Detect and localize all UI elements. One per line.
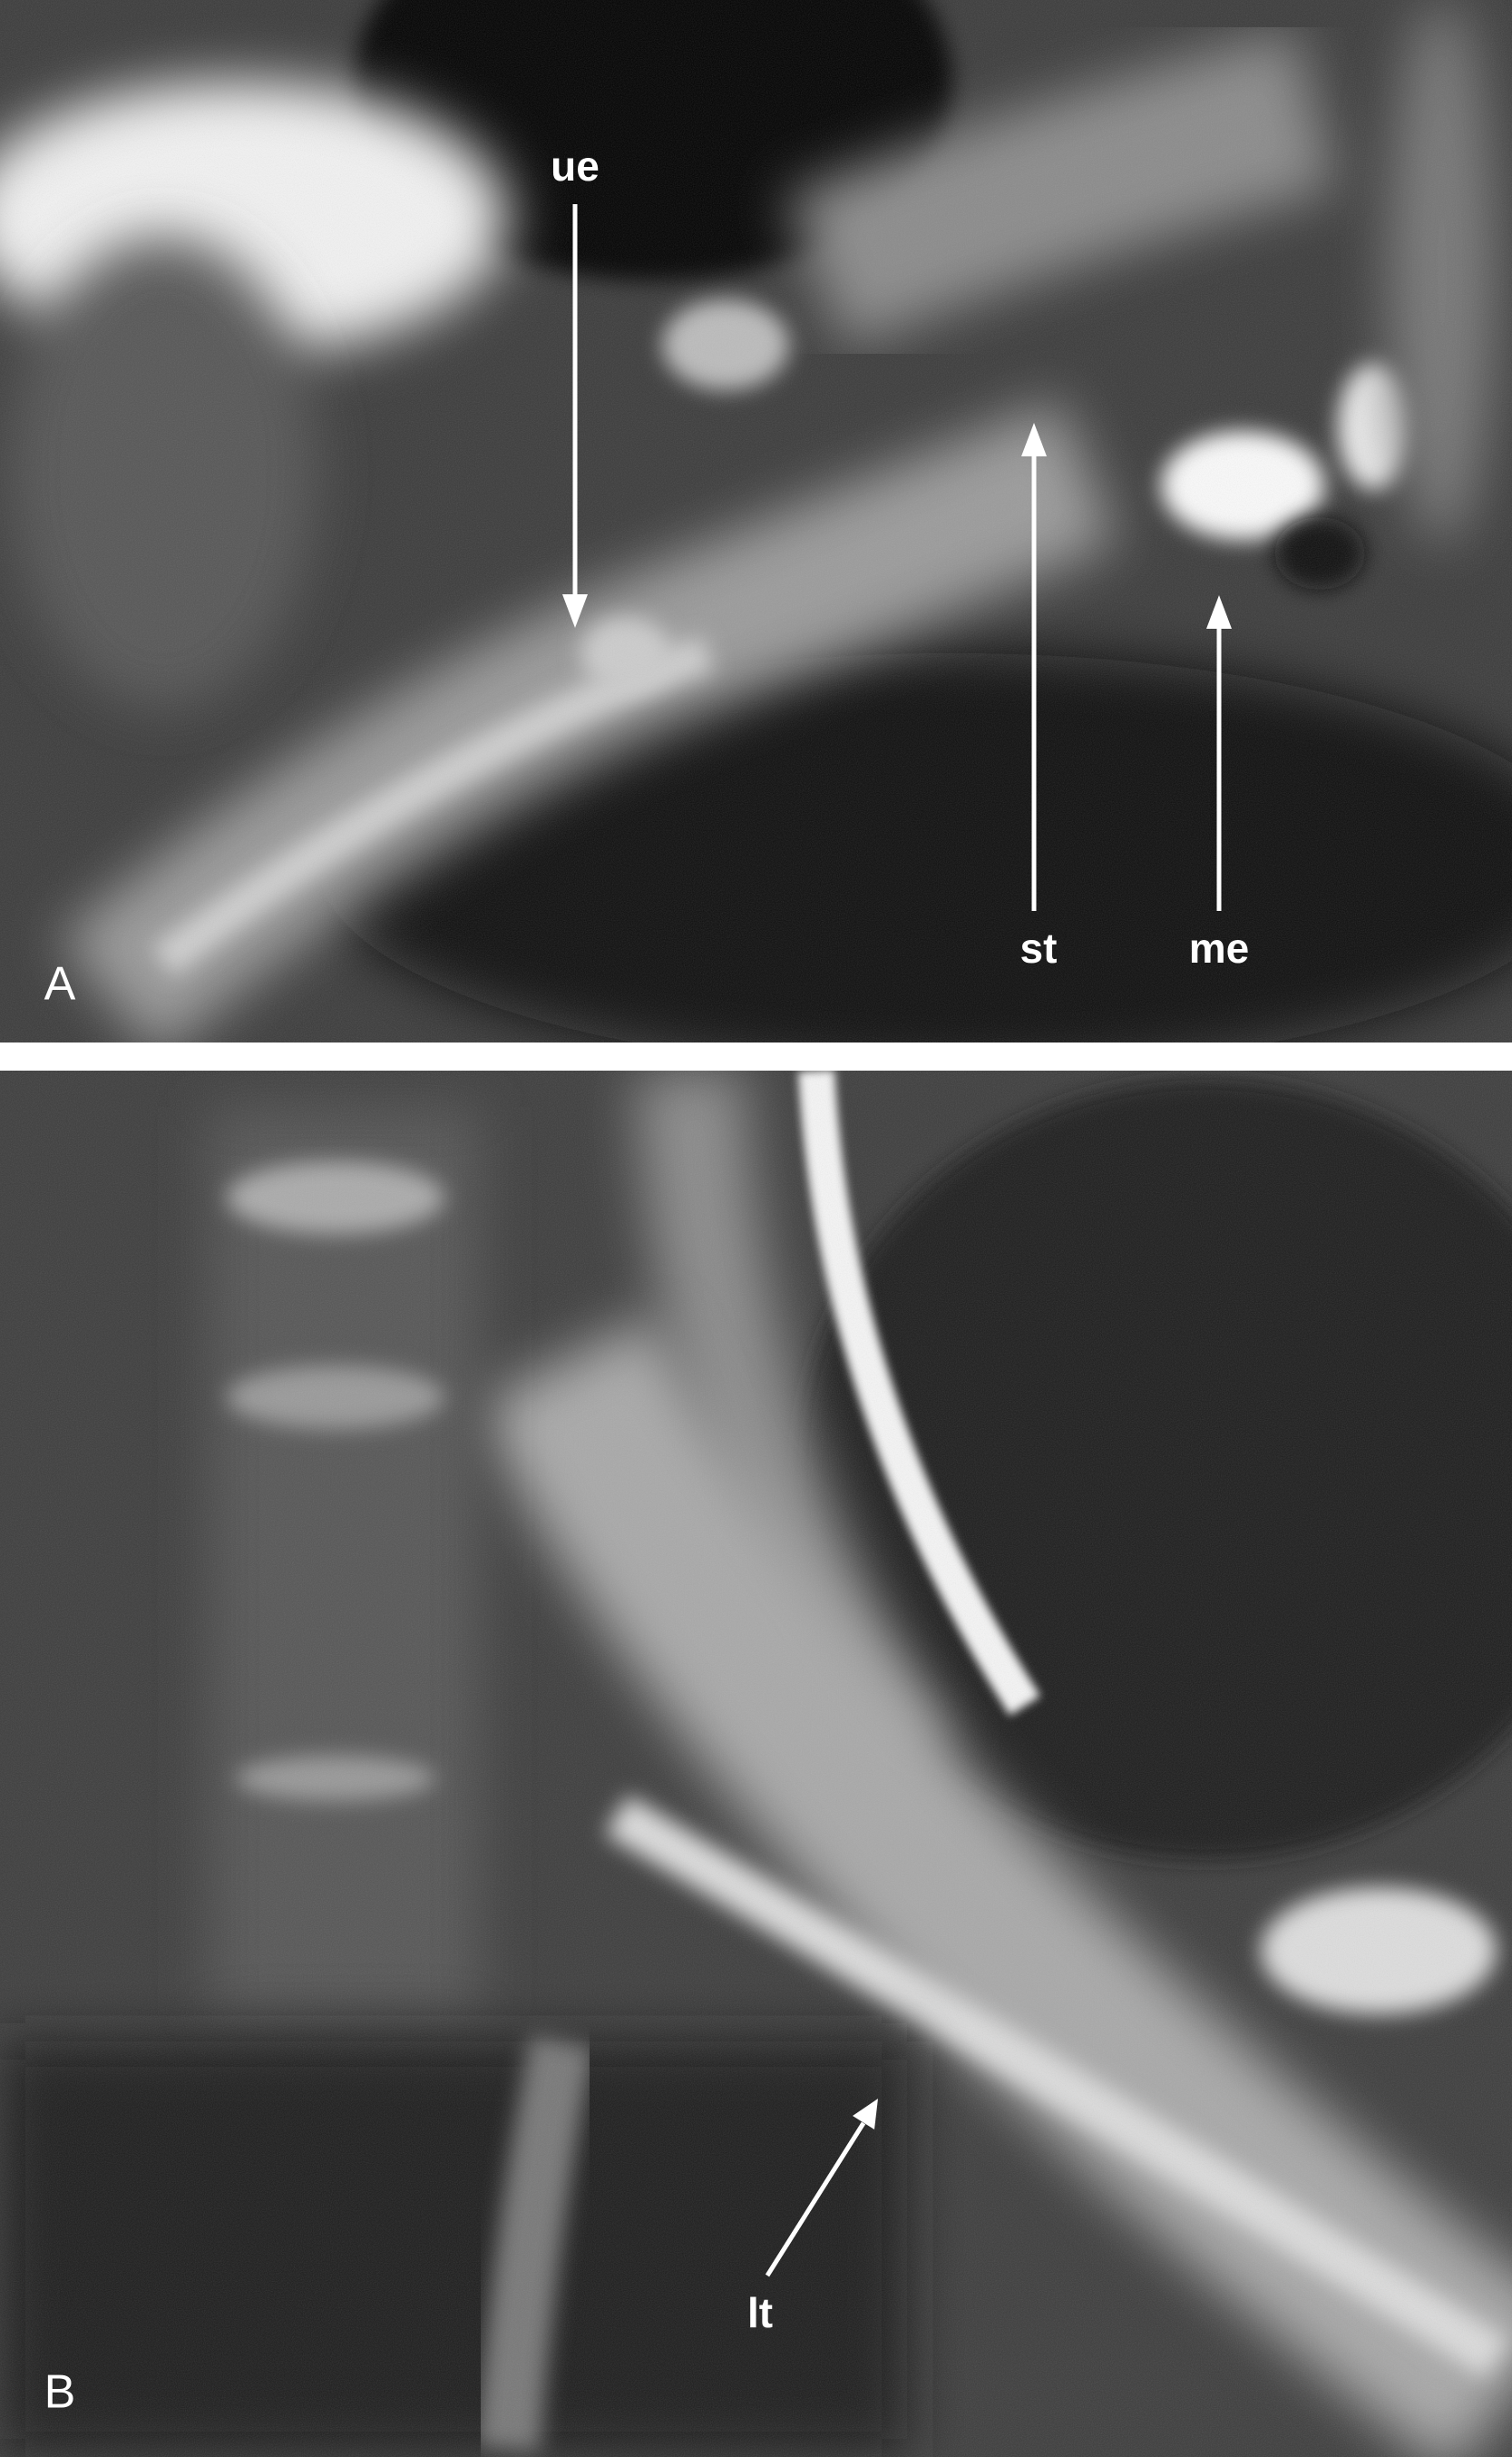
annotation-label: ue <box>551 142 600 190</box>
panel-a-image <box>0 0 1512 1043</box>
annotation-label: me <box>1189 925 1249 972</box>
panel-label: A <box>44 958 76 1011</box>
arrow-head <box>1021 423 1047 456</box>
panel-label: B <box>44 2366 76 2419</box>
arrow-head <box>1206 595 1232 629</box>
annotation-label: lt <box>747 2289 773 2336</box>
panel-b-image <box>0 1071 1512 2457</box>
arrow <box>765 2121 866 2277</box>
annotation-label: st <box>1020 925 1058 972</box>
panel-separator <box>0 1043 1512 1071</box>
arrow-head <box>562 594 588 628</box>
arrow-head <box>853 2099 878 2129</box>
